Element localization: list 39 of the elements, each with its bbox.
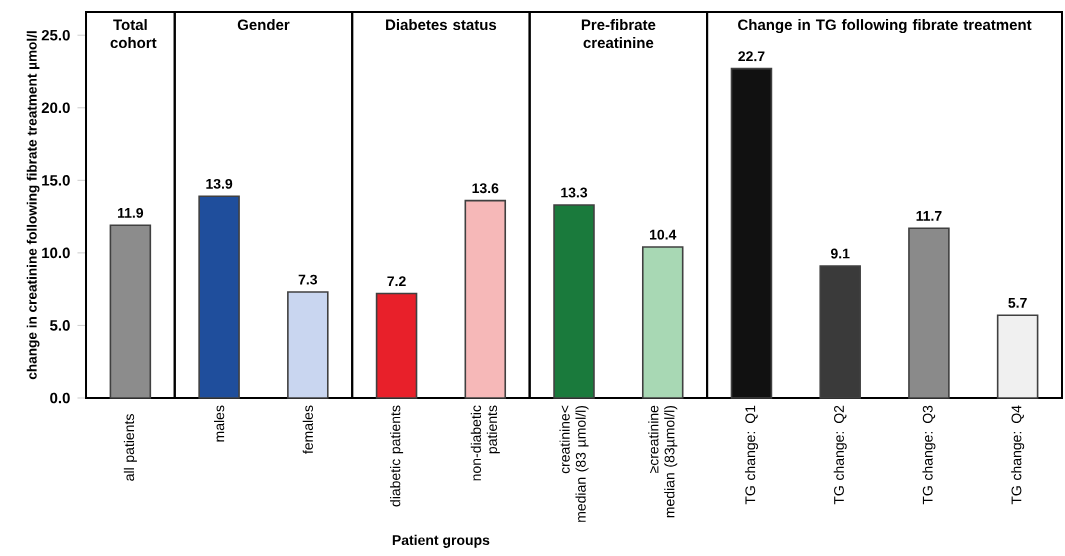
x-tick-label: non-diabetic patients bbox=[470, 405, 500, 481]
x-tick-label: all patients bbox=[123, 414, 137, 481]
y-tick-label: 0.0 bbox=[50, 392, 70, 404]
text: Pre-fibrate creatinine bbox=[581, 19, 656, 49]
y-axis-title: change in creatinine following fibrate treatment µmol/l bbox=[26, 31, 40, 380]
data-label: 5.7 bbox=[1008, 298, 1027, 308]
data-label: 10.4 bbox=[650, 229, 677, 240]
data-label: 9.1 bbox=[830, 248, 850, 259]
bar bbox=[730, 67, 773, 399]
text: Total cohort bbox=[110, 19, 157, 49]
x-tick-label: TG change: Q4 bbox=[1011, 405, 1025, 505]
x-tick-label: ≥creatinine median (83µmol/l) bbox=[648, 405, 678, 518]
data-label: 13.3 bbox=[561, 187, 588, 198]
data-label: 7.2 bbox=[387, 276, 406, 287]
x-tick-label: females bbox=[302, 405, 313, 454]
y-tick-label: 5.0 bbox=[50, 320, 70, 331]
chart-title: Gender bbox=[237, 19, 290, 31]
x-tick-label: TG change: Q3 bbox=[922, 405, 936, 505]
x-tick-label: TG change: Q1 bbox=[744, 405, 759, 505]
chart-title: Change in TG following fibrate treatment bbox=[738, 19, 1032, 34]
y-tick-label: 10.0 bbox=[42, 247, 70, 259]
y-tick-label: 25.0 bbox=[41, 29, 70, 41]
data-label: 11.9 bbox=[118, 207, 144, 218]
x-axis-title: Patient groups bbox=[392, 534, 490, 548]
data-label: 13.6 bbox=[472, 183, 499, 194]
chart-title: Diabetes status bbox=[386, 19, 497, 31]
bar bbox=[908, 227, 950, 399]
y-tick-label: 15.0 bbox=[42, 175, 70, 186]
x-tick-label: TG change: Q2 bbox=[833, 405, 847, 505]
bar bbox=[819, 265, 861, 399]
data-label: 22.7 bbox=[738, 51, 765, 62]
x-tick-label: creatinine< median (83 µmol/l) bbox=[559, 405, 589, 522]
y-tick-label: 20.0 bbox=[41, 102, 70, 114]
data-label: 13.9 bbox=[206, 178, 233, 189]
bar bbox=[996, 314, 1039, 399]
x-tick-label: diabetic patients bbox=[390, 405, 404, 507]
data-label: 7.3 bbox=[298, 274, 318, 285]
x-tick-label: males bbox=[213, 405, 225, 442]
data-label: 11.7 bbox=[916, 211, 942, 221]
